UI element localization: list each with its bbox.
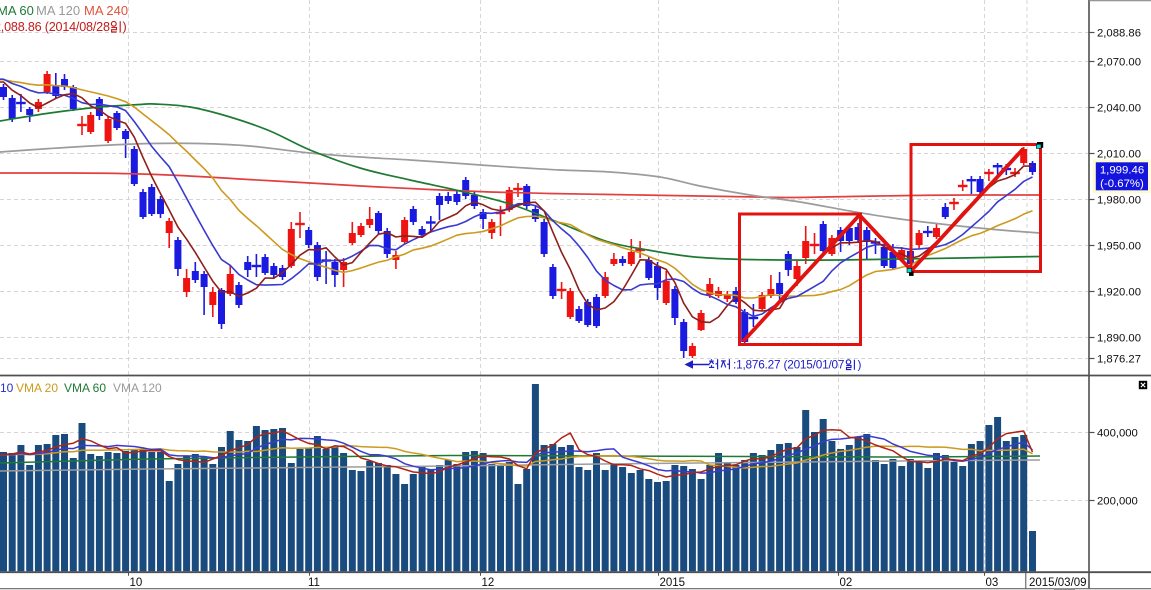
svg-text:03: 03 <box>986 577 999 589</box>
svg-text:2,010.00: 2,010.00 <box>1097 149 1141 161</box>
svg-text:1,890.00: 1,890.00 <box>1097 333 1141 345</box>
svg-text:400,000: 400,000 <box>1097 428 1138 440</box>
svg-text:VMA 20: VMA 20 <box>16 381 58 395</box>
svg-text:02: 02 <box>840 577 853 589</box>
svg-text:1,876.27: 1,876.27 <box>1097 354 1141 366</box>
svg-text:1,980.00: 1,980.00 <box>1097 195 1141 207</box>
svg-text:VMA 60: VMA 60 <box>64 381 106 395</box>
svg-text:): ) <box>123 20 127 34</box>
svg-text:VMA 120: VMA 120 <box>113 381 162 395</box>
svg-text:2015: 2015 <box>660 577 686 589</box>
svg-text:10: 10 <box>0 381 14 395</box>
svg-text:1,950.00: 1,950.00 <box>1097 241 1141 253</box>
svg-text:MA 60: MA 60 <box>0 3 34 18</box>
svg-text:2,088.86 (2014/08/28: 2,088.86 (2014/08/28 <box>0 20 110 34</box>
svg-text:MA 240: MA 240 <box>84 3 128 18</box>
svg-text:1,920.00: 1,920.00 <box>1097 287 1141 299</box>
svg-text:2,070.00: 2,070.00 <box>1097 57 1141 69</box>
svg-text:12: 12 <box>482 577 495 589</box>
svg-text:11: 11 <box>308 577 320 589</box>
svg-text:10: 10 <box>130 577 143 589</box>
svg-text:MA 120: MA 120 <box>36 3 80 18</box>
svg-text:2,088.86: 2,088.86 <box>1097 28 1141 40</box>
svg-text:(-0.67%): (-0.67%) <box>1100 178 1144 190</box>
svg-text:2015/03/09: 2015/03/09 <box>1029 577 1087 589</box>
svg-text:): ) <box>858 358 862 372</box>
svg-text:1,999.46: 1,999.46 <box>1100 165 1144 177</box>
svg-text::1,876.27 (2015/01/07: :1,876.27 (2015/01/07 <box>733 358 844 372</box>
svg-text:2,040.00: 2,040.00 <box>1097 103 1141 115</box>
svg-text:200,000: 200,000 <box>1097 496 1138 508</box>
